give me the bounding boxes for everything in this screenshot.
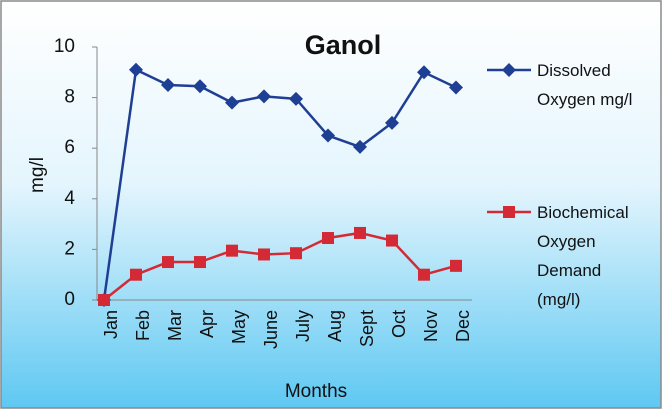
data-point <box>162 256 174 269</box>
x-tick-label: Sept <box>357 310 377 347</box>
legend-marker <box>503 206 515 218</box>
x-tick-label: July <box>293 310 313 342</box>
data-point <box>322 232 334 245</box>
x-tick-label: Apr <box>197 310 217 338</box>
legend-label: Biochemical Oxygen Demand (mg/l) <box>537 203 629 309</box>
x-tick-label: Jan <box>101 310 121 339</box>
data-point <box>130 268 142 281</box>
y-tick-label: 10 <box>54 36 75 57</box>
data-point <box>450 259 462 272</box>
data-point <box>354 226 366 239</box>
data-point <box>418 268 430 281</box>
x-tick-label: Aug <box>325 310 345 342</box>
chart-title: Ganol <box>305 30 382 60</box>
x-tick-label: Oct <box>389 310 409 338</box>
x-tick-label: June <box>261 310 281 349</box>
data-point <box>193 79 207 94</box>
data-point <box>417 65 431 80</box>
data-point <box>449 80 463 95</box>
x-tick-label: May <box>229 310 249 344</box>
data-point <box>129 62 143 77</box>
data-point <box>386 234 398 247</box>
data-point <box>385 115 399 130</box>
data-point <box>290 247 302 260</box>
y-axis-label: mg/l <box>27 157 48 193</box>
data-point <box>257 89 271 104</box>
data-point <box>321 128 335 143</box>
y-tick-label: 2 <box>64 238 75 259</box>
data-point <box>289 91 303 106</box>
data-point <box>161 77 175 92</box>
data-point <box>258 248 270 261</box>
data-point <box>225 95 239 110</box>
legend-label: Dissolved Oxygen mg/l <box>537 61 633 109</box>
y-tick-label: 4 <box>64 188 75 209</box>
y-tick-label: 8 <box>64 87 75 108</box>
data-point <box>353 139 367 154</box>
x-axis-label: Months <box>285 381 347 402</box>
data-point <box>194 256 206 269</box>
series-line <box>102 67 457 301</box>
x-tick-label: Dec <box>453 310 473 342</box>
y-tick-label: 6 <box>64 137 75 158</box>
y-tick-label: 0 <box>64 289 75 310</box>
legend-marker <box>502 63 516 77</box>
data-point <box>98 294 110 306</box>
x-tick-label: Feb <box>133 310 153 341</box>
data-point <box>226 244 238 257</box>
x-tick-label: Nov <box>421 310 441 342</box>
x-tick-label: Mar <box>165 310 185 341</box>
